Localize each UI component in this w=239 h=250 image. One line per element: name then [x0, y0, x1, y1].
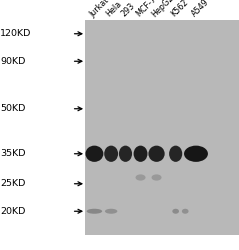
Ellipse shape	[172, 209, 179, 214]
Ellipse shape	[104, 146, 118, 162]
Text: A549: A549	[190, 0, 211, 19]
Ellipse shape	[152, 174, 162, 180]
Ellipse shape	[87, 209, 102, 214]
Ellipse shape	[119, 146, 132, 162]
Ellipse shape	[182, 209, 189, 214]
Text: 25KD: 25KD	[0, 179, 25, 188]
Text: 120KD: 120KD	[0, 29, 31, 38]
Bar	[85, 20, 239, 235]
Ellipse shape	[85, 146, 103, 162]
Text: 293: 293	[119, 2, 136, 19]
Text: K562: K562	[169, 0, 190, 19]
Text: 35KD: 35KD	[0, 149, 26, 158]
Text: HepG2: HepG2	[150, 0, 176, 19]
Text: Hela: Hela	[105, 0, 124, 19]
Text: Jurkat: Jurkat	[88, 0, 111, 19]
Bar	[0, 20, 85, 235]
Text: MCF-7: MCF-7	[134, 0, 158, 19]
Ellipse shape	[169, 146, 182, 162]
Text: 90KD: 90KD	[0, 57, 25, 66]
Ellipse shape	[184, 146, 208, 162]
Ellipse shape	[148, 146, 165, 162]
Text: 20KD: 20KD	[0, 207, 25, 216]
Ellipse shape	[136, 174, 146, 180]
Text: 50KD: 50KD	[0, 104, 25, 113]
Ellipse shape	[105, 209, 117, 214]
Ellipse shape	[134, 146, 147, 162]
